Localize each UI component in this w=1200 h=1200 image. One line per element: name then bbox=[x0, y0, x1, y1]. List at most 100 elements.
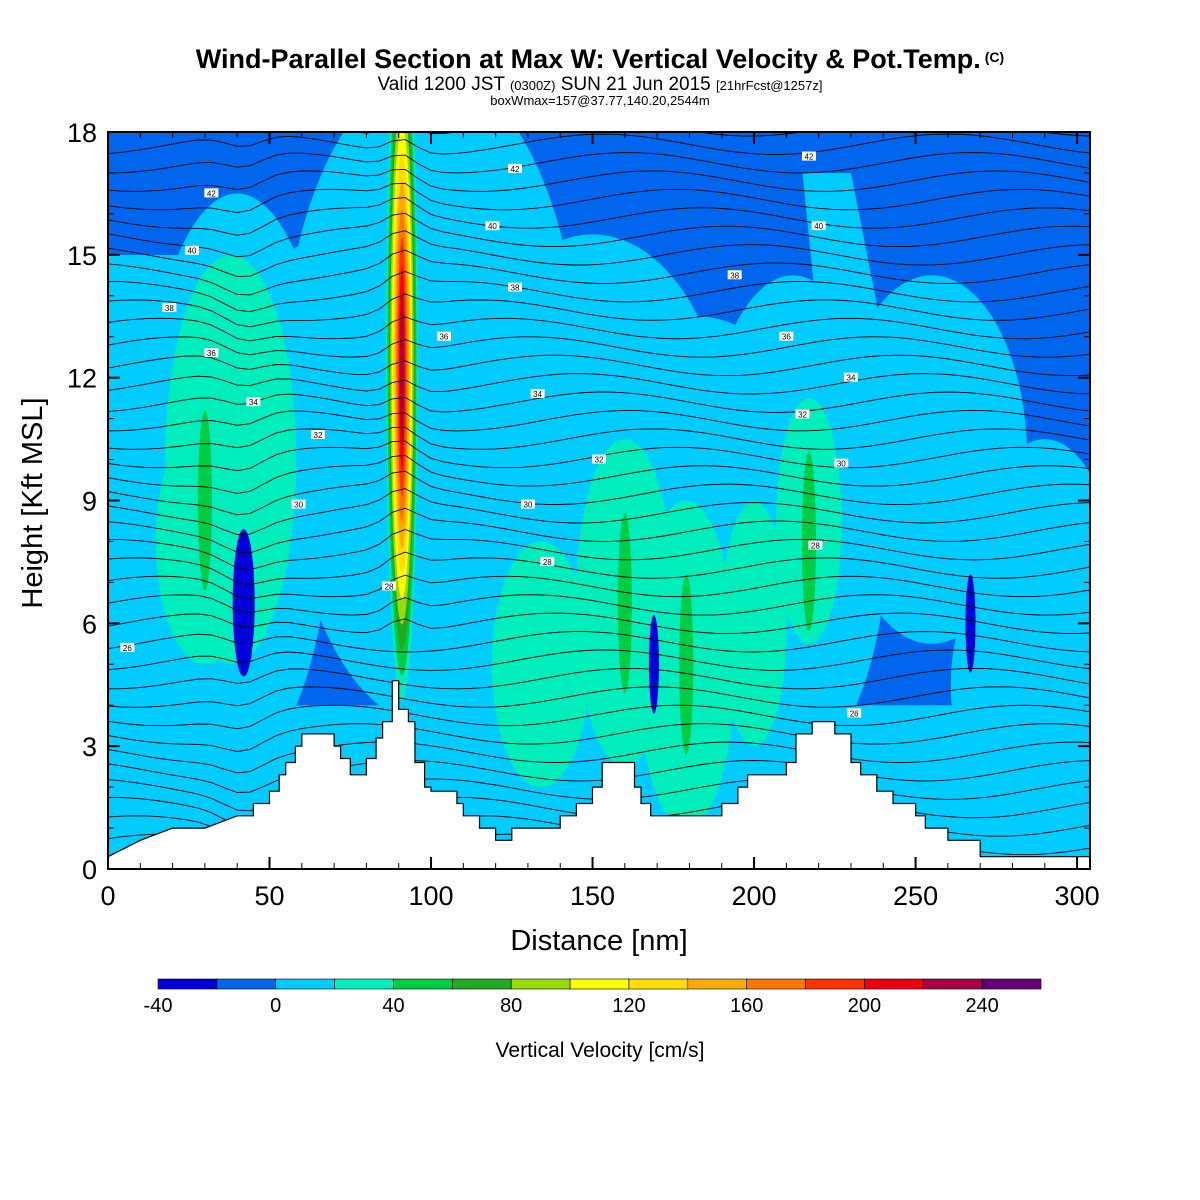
theta-contour-line bbox=[108, 391, 1090, 413]
colorbar-swatch-120 bbox=[628, 978, 689, 990]
theta-contour-line bbox=[108, 426, 1090, 450]
theta-label-box bbox=[779, 331, 794, 341]
theta-label-box bbox=[382, 581, 397, 591]
theta-label-34: 34 bbox=[530, 389, 545, 399]
theta-label-box bbox=[162, 303, 177, 313]
theta-label-text: 38 bbox=[165, 304, 174, 313]
theta-label-text: 28 bbox=[385, 582, 394, 591]
theta-label-box bbox=[592, 454, 606, 464]
x-tick-label-150: 150 bbox=[570, 881, 615, 911]
colorbar: -40 0 40 80 120 160 200 240 bbox=[144, 978, 1042, 1017]
theta-contour-line bbox=[108, 454, 1090, 494]
theta-label-text: 34 bbox=[847, 374, 856, 383]
theta-label-text: 32 bbox=[798, 411, 807, 420]
theta-contour-line bbox=[108, 133, 1090, 155]
y-axis-label: Height [Kft MSL] bbox=[17, 397, 49, 608]
theta-contour-line bbox=[108, 686, 1090, 708]
chart-title: Wind-Parallel Section at Max W: Vertical… bbox=[0, 44, 1200, 75]
theta-contour-line bbox=[108, 354, 1090, 377]
theta-label-text: 28 bbox=[811, 542, 820, 551]
subtitle-date: SUN 21 Jun 2015 bbox=[555, 74, 717, 95]
theta-label-30: 30 bbox=[291, 499, 306, 510]
theta-contour-line bbox=[108, 612, 1090, 635]
subtitle-forecast: [21hrFcst@1257z] bbox=[716, 78, 823, 93]
y-tick-label-0: 0 bbox=[82, 855, 97, 885]
x-tick-label-50: 50 bbox=[254, 881, 284, 911]
theta-label-34: 34 bbox=[843, 372, 858, 383]
theta-label-box bbox=[540, 556, 555, 566]
theta-label-text: 26 bbox=[850, 709, 859, 718]
theta-label-box bbox=[184, 245, 199, 255]
y-tick-label-6: 6 bbox=[82, 609, 97, 639]
downdraft-core-2 bbox=[965, 574, 976, 673]
theta-label-text: 38 bbox=[730, 271, 739, 280]
theta-contour-line bbox=[108, 293, 1090, 328]
theta-contour-line bbox=[108, 741, 1090, 774]
theta-label-28: 28 bbox=[540, 556, 555, 567]
theta-label-text: 36 bbox=[207, 349, 216, 358]
theta-contour-line bbox=[108, 649, 1090, 671]
theta-label-box bbox=[508, 282, 523, 292]
theta-label-28: 28 bbox=[808, 540, 823, 551]
y-tick-label-9: 9 bbox=[82, 487, 97, 517]
theta-contour-line bbox=[108, 197, 1090, 236]
theta-contour-line bbox=[108, 574, 1090, 600]
theta-label-36: 36 bbox=[779, 331, 794, 342]
theta-label-box bbox=[291, 499, 306, 509]
colorbar-tick-40: 40 bbox=[382, 995, 404, 1017]
colorbar-tick--40: -40 bbox=[144, 995, 173, 1017]
subtitle-utc: (0300Z) bbox=[509, 78, 556, 93]
theta-label-42: 42 bbox=[204, 188, 219, 198]
terrain-profile bbox=[108, 680, 1090, 869]
theta-label-box bbox=[204, 348, 219, 358]
theta-label-36: 36 bbox=[436, 331, 451, 342]
theta-label-box bbox=[808, 540, 823, 550]
theta-label-box bbox=[485, 221, 500, 231]
theta-contour-line bbox=[108, 249, 1090, 296]
theta-label-38: 38 bbox=[162, 303, 177, 313]
theta-label-text: 36 bbox=[782, 333, 791, 342]
theta-label-40: 40 bbox=[184, 245, 199, 256]
theta-label-text: 40 bbox=[814, 222, 823, 231]
theta-label-42: 42 bbox=[508, 163, 523, 174]
colorbar-swatch-180 bbox=[805, 978, 865, 990]
theta-label-box bbox=[530, 389, 545, 399]
y-tick-label-15: 15 bbox=[67, 241, 97, 271]
theta-label-30: 30 bbox=[520, 499, 535, 510]
theta-contour-line bbox=[108, 271, 1090, 313]
x-tick-label-100: 100 bbox=[408, 881, 453, 911]
theta-label-box bbox=[246, 397, 261, 407]
theta-label-28: 28 bbox=[382, 581, 397, 591]
theta-label-38: 38 bbox=[727, 270, 742, 280]
theta-label-30: 30 bbox=[834, 458, 849, 469]
downdraft-core-0 bbox=[232, 529, 255, 677]
theta-label-box bbox=[834, 458, 849, 468]
theta-contour-labels: 42 40 38 36 34 32 30 26 42 40 38 36 34 32 30 28 28 42 40 38… bbox=[120, 151, 862, 718]
colorbar-swatch-220 bbox=[922, 978, 983, 990]
theta-label-box bbox=[811, 221, 826, 231]
theta-contour-line bbox=[108, 507, 1090, 554]
theta-label-32: 32 bbox=[795, 409, 810, 420]
theta-contour-line bbox=[108, 631, 1090, 653]
theta-label-box bbox=[795, 409, 810, 419]
theta-label-box bbox=[847, 708, 862, 718]
theta-label-text: 26 bbox=[123, 644, 132, 653]
colorbar-swatch-0 bbox=[275, 978, 335, 990]
colorbar-swatch-100 bbox=[569, 978, 630, 990]
theta-label-text: 42 bbox=[207, 189, 216, 198]
theta-label-26: 26 bbox=[120, 642, 135, 653]
theta-label-text: 40 bbox=[488, 222, 497, 231]
downdraft-core-1 bbox=[648, 615, 659, 714]
y-tick-label-12: 12 bbox=[67, 364, 97, 394]
theta-contour-line bbox=[108, 704, 1090, 730]
colorbar-tick-80: 80 bbox=[500, 995, 522, 1017]
colorbar-swatch-160 bbox=[746, 978, 806, 990]
theta-label-text: 28 bbox=[543, 558, 552, 567]
valid-time-subtitle: Valid 1200 JST (0300Z) SUN 21 Jun 2015 [… bbox=[0, 74, 1200, 96]
colorbar-swatch-40 bbox=[393, 978, 453, 990]
theta-label-text: 36 bbox=[439, 333, 448, 342]
theta-label-text: 32 bbox=[314, 431, 323, 440]
colorbar-tick-200: 200 bbox=[848, 995, 881, 1017]
